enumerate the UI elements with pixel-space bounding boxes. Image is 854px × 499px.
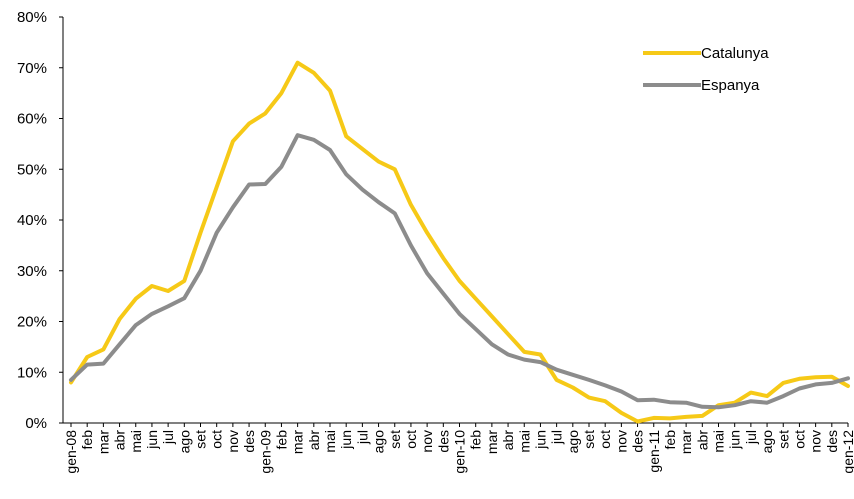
x-tick-label: ago <box>565 430 581 454</box>
x-tick-label: feb <box>662 430 678 450</box>
x-tick-label: des <box>435 430 451 453</box>
series-line-espanya <box>69 133 850 410</box>
x-tick-label: oct <box>597 430 613 449</box>
x-tick-label: ago <box>371 430 387 454</box>
x-tick-label: mai <box>128 430 144 453</box>
x-tick-label: gen-09 <box>257 430 273 474</box>
y-axis-ticks: 0% 10% 20% 30% 40% 50% 60% 70% 80% <box>17 9 63 432</box>
x-tick-label: jul <box>160 430 176 445</box>
chart-legend: Catalunya Espanya <box>643 45 769 94</box>
x-tick-label: jul <box>743 430 759 445</box>
x-tick-label: nov <box>225 430 241 453</box>
y-tick-label: 80% <box>17 9 47 26</box>
y-tick-label: 50% <box>17 161 47 178</box>
x-tick-label: gen-11 <box>646 430 662 473</box>
y-tick-label: 30% <box>17 263 47 280</box>
x-tick-label: jul <box>354 430 370 445</box>
x-tick-label: oct <box>209 430 225 449</box>
x-tick-label: mar <box>290 430 306 454</box>
x-tick-label: set <box>775 430 791 449</box>
x-tick-label: gen-12 <box>840 430 854 474</box>
y-tick-label: 10% <box>17 364 47 381</box>
x-tick-label: set <box>581 430 597 449</box>
x-tick-label: feb <box>273 430 289 450</box>
y-tick-label: 70% <box>17 60 47 77</box>
series-line-catalunya <box>69 60 850 424</box>
x-tick-label: abr <box>500 430 516 451</box>
y-tick-label: 20% <box>17 314 47 331</box>
x-tick-label: jun <box>144 430 160 450</box>
x-tick-label: oct <box>791 430 807 449</box>
y-tick-label: 0% <box>25 415 47 432</box>
x-tick-label: des <box>824 430 840 453</box>
x-tick-label: mar <box>95 430 111 454</box>
x-tick-label: set <box>193 430 209 449</box>
x-tick-label: abr <box>694 430 710 451</box>
legend-label-espanya: Espanya <box>701 77 760 94</box>
x-tick-label: abr <box>306 430 322 451</box>
x-tick-label: mai <box>711 430 727 453</box>
x-tick-label: feb <box>468 430 484 450</box>
x-tick-label: jun <box>338 430 354 450</box>
x-tick-label: jun <box>532 430 548 450</box>
x-tick-label: jul <box>549 430 565 445</box>
x-tick-label: mai <box>322 430 338 453</box>
x-tick-label: ago <box>759 430 775 454</box>
x-tick-label: nov <box>613 430 629 453</box>
chart-series <box>69 60 850 424</box>
x-tick-label: gen-08 <box>63 430 79 474</box>
x-tick-label: mar <box>484 430 500 454</box>
x-tick-label: mar <box>678 430 694 454</box>
x-tick-label: des <box>241 430 257 453</box>
x-tick-label: feb <box>79 430 95 450</box>
x-tick-label: ago <box>176 430 192 454</box>
x-tick-label: jun <box>727 430 743 450</box>
y-tick-label: 40% <box>17 212 47 229</box>
x-tick-label: abr <box>112 430 128 451</box>
x-tick-label: mai <box>516 430 532 453</box>
x-tick-label: nov <box>419 430 435 453</box>
x-tick-label: oct <box>403 430 419 449</box>
x-tick-label: gen-10 <box>452 430 468 474</box>
x-tick-label: nov <box>808 430 824 453</box>
x-axis-ticks: gen-08 feb mar abr mai jun jul ago set oct nov des g… <box>63 423 854 474</box>
legend-label-catalunya: Catalunya <box>701 45 769 62</box>
y-tick-label: 60% <box>17 111 47 128</box>
x-tick-label: des <box>630 430 646 453</box>
x-tick-label: set <box>387 430 403 449</box>
